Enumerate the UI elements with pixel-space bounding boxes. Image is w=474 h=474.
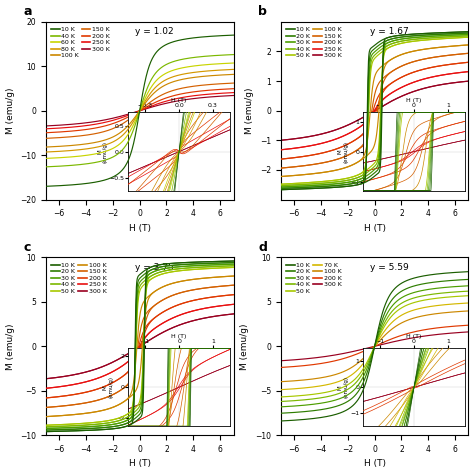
Text: y = 5.59: y = 5.59 bbox=[370, 263, 409, 272]
Y-axis label: M (emu/g): M (emu/g) bbox=[240, 323, 249, 370]
Y-axis label: M (emu/g): M (emu/g) bbox=[6, 88, 15, 134]
Legend: 10 K, 20 K, 30 K, 40 K, 50 K, 100 K, 150 K, 200 K, 250 K, 300 K: 10 K, 20 K, 30 K, 40 K, 50 K, 100 K, 150… bbox=[284, 25, 343, 60]
Y-axis label: M (emu/g): M (emu/g) bbox=[6, 323, 15, 370]
Legend: 10 K, 40 K, 60 K, 80 K, 100 K, 150 K, 200 K, 250 K, 300 K: 10 K, 40 K, 60 K, 80 K, 100 K, 150 K, 20… bbox=[49, 25, 112, 60]
Legend: 10 K, 20 K, 30 K, 40 K, 50 K, 100 K, 150 K, 200 K, 250 K, 300 K: 10 K, 20 K, 30 K, 40 K, 50 K, 100 K, 150… bbox=[49, 261, 109, 296]
Text: y = 1.02: y = 1.02 bbox=[136, 27, 174, 36]
Text: y = 1.67: y = 1.67 bbox=[370, 27, 409, 36]
X-axis label: H (T): H (T) bbox=[128, 224, 151, 233]
X-axis label: H (T): H (T) bbox=[364, 459, 385, 468]
X-axis label: H (T): H (T) bbox=[128, 459, 151, 468]
Text: a: a bbox=[23, 5, 32, 18]
Text: y = 3.75: y = 3.75 bbox=[135, 263, 174, 272]
X-axis label: H (T): H (T) bbox=[364, 224, 385, 233]
Y-axis label: M (emu/g): M (emu/g) bbox=[246, 88, 255, 134]
Text: c: c bbox=[23, 241, 31, 254]
Text: b: b bbox=[258, 5, 267, 18]
Legend: 10 K, 20 K, 30 K, 40 K, 50 K, 70 K, 100 K, 200 K, 300 K: 10 K, 20 K, 30 K, 40 K, 50 K, 70 K, 100 … bbox=[284, 261, 343, 296]
Text: d: d bbox=[258, 241, 267, 254]
